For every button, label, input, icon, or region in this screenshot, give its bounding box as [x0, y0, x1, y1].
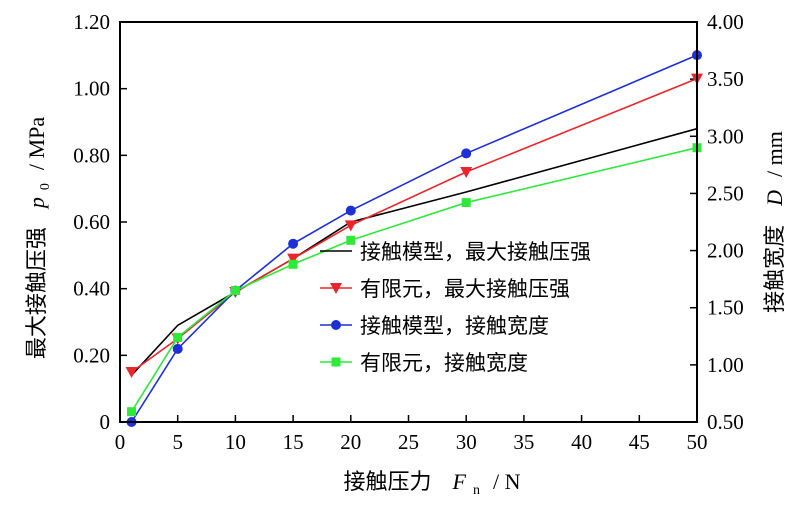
legend-label: 接触模型，最大接触压强	[360, 240, 591, 264]
x-tick-labels: 0 5 10 15 20 25 30 35 40 45 50	[115, 430, 708, 454]
data-point	[125, 367, 138, 378]
y-left-axis-unit: / MPa	[24, 117, 49, 170]
legend-item: 接触模型，接触宽度	[320, 314, 549, 338]
y-left-axis-title: 最大接触压强 p 0 / MPa	[24, 117, 55, 359]
y-right-axis-unit: / mm	[762, 131, 787, 177]
y-right-tick-labels: 0.50 1.00 1.50 2.00 2.50 3.00 3.50 4.00	[707, 10, 744, 434]
x-axis-var: F	[452, 469, 467, 494]
series-layer	[125, 50, 703, 427]
y-right-tick-label: 0.50	[707, 410, 744, 434]
data-point	[346, 235, 356, 245]
data-point	[344, 220, 357, 232]
data-point	[461, 198, 471, 208]
data-point	[461, 148, 472, 159]
y-right-tick-label: 1.50	[707, 296, 744, 320]
data-point	[230, 286, 240, 296]
legend-label: 有限元，接触宽度	[360, 351, 528, 375]
x-tick-label: 15	[283, 430, 304, 454]
data-point	[287, 253, 300, 265]
y-left-tick-label: 1.00	[73, 77, 110, 101]
x-tick-label: 0	[115, 430, 126, 454]
x-tick-label: 30	[456, 430, 477, 454]
y-right-tick-label: 1.00	[707, 353, 744, 377]
y-left-tick-label: 0.80	[73, 143, 110, 167]
y-left-tick-label: 0	[100, 410, 111, 434]
y-right-axis-var: D	[762, 190, 787, 207]
y-left-tick-label: 0.60	[73, 210, 110, 234]
x-axis-title-text: 接触压力	[344, 470, 432, 495]
y-left-tick-label: 0.40	[73, 277, 110, 301]
y-left-axis-var: p	[24, 197, 49, 210]
y-right-tick-label: 2.00	[707, 239, 744, 263]
x-axis-title: 接触压力 F n / N	[344, 469, 521, 500]
y-right-axis-title-text: 接触宽度	[763, 225, 788, 313]
y-left-axis-sub: 0	[38, 183, 53, 190]
y-right-axis-title: 接触宽度 D / mm	[762, 131, 788, 313]
legend-label: 有限元，最大接触压强	[360, 277, 570, 301]
y-right-tick-label: 2.50	[707, 181, 744, 205]
data-point	[127, 407, 137, 417]
data-point	[173, 332, 183, 342]
x-tick-label: 40	[571, 430, 592, 454]
y-right-tick-label: 3.50	[707, 67, 744, 91]
legend-item: 接触模型，最大接触压强	[320, 240, 591, 264]
data-point	[288, 259, 298, 269]
data-point	[345, 205, 356, 216]
x-tick-label: 45	[629, 430, 650, 454]
legend-item: 有限元，接触宽度	[320, 351, 528, 375]
legend-item: 有限元，最大接触压强	[320, 277, 570, 301]
data-point	[331, 357, 341, 367]
data-point	[172, 343, 183, 354]
y-left-tick-labels: 0 0.20 0.40 0.60 0.80 1.00 1.20	[73, 10, 110, 434]
x-tick-label: 20	[340, 430, 361, 454]
y-left-tick-label: 0.20	[73, 343, 110, 367]
x-tick-label: 25	[398, 430, 419, 454]
x-axis-sub: n	[473, 483, 480, 498]
x-tick-label: 50	[687, 430, 708, 454]
data-point	[330, 283, 342, 294]
x-axis-unit: / N	[493, 469, 521, 494]
x-tick-label: 35	[513, 430, 534, 454]
x-tick-label: 5	[172, 430, 183, 454]
x-tick-label: 10	[225, 430, 246, 454]
y-left-tick-label: 1.20	[73, 10, 110, 34]
y-right-tick-label: 4.00	[707, 10, 744, 34]
data-point	[460, 167, 473, 178]
data-point	[288, 238, 299, 249]
y-left-axis-title-text: 最大接触压强	[25, 227, 50, 359]
data-point	[331, 320, 341, 330]
plot-frame	[119, 21, 698, 423]
legend-label: 接触模型，接触宽度	[360, 314, 549, 338]
y-right-tick-label: 3.00	[707, 124, 744, 148]
